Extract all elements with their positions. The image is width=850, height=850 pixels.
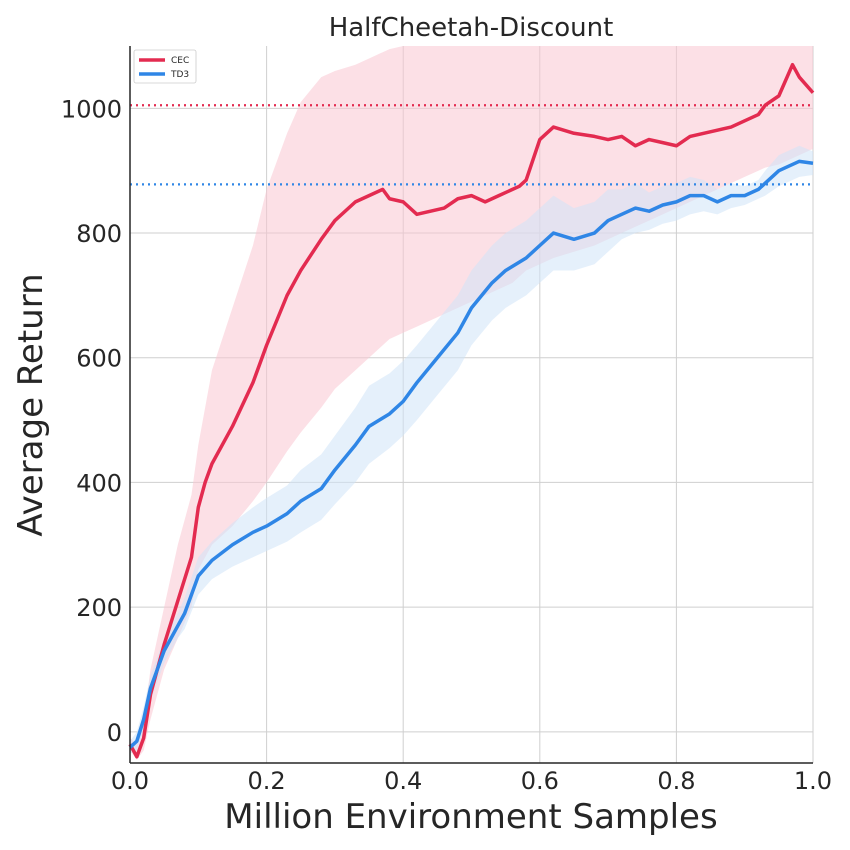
cec-confidence-band [130, 46, 813, 760]
x-tick-label: 0.4 [384, 767, 422, 795]
x-tick-label: 0.2 [248, 767, 286, 795]
y-tick-label: 0 [107, 719, 122, 747]
y-tick-label: 600 [76, 345, 122, 373]
y-tick-label: 200 [76, 594, 122, 622]
y-tick-label: 400 [76, 469, 122, 497]
confidence-bands [130, 46, 813, 760]
chart-title: HalfCheetah-Discount [329, 13, 614, 43]
x-tick-label: 0.6 [521, 767, 559, 795]
axes [129, 46, 813, 764]
cec-line [128, 62, 815, 759]
legend: CEC TD3 [133, 49, 197, 84]
y-tick-label: 1000 [61, 95, 122, 123]
x-axis-title: Million Environment Samples [224, 797, 717, 837]
td3-line [128, 159, 814, 749]
y-axis-title: Average Return [11, 273, 51, 536]
x-tick-label: 1.0 [794, 767, 832, 795]
x-tick-label: 0.0 [111, 767, 149, 795]
td3-legend-label: TD3 [170, 70, 189, 80]
y-tick-label: 800 [76, 220, 122, 248]
x-tick-label: 0.8 [657, 767, 695, 795]
tick-labels: 0.0 0.2 0.4 0.6 0.8 1.0 0 200 400 600 800 1000 [61, 95, 832, 795]
cec-legend-label: CEC [171, 56, 189, 66]
series-lines [128, 62, 815, 759]
